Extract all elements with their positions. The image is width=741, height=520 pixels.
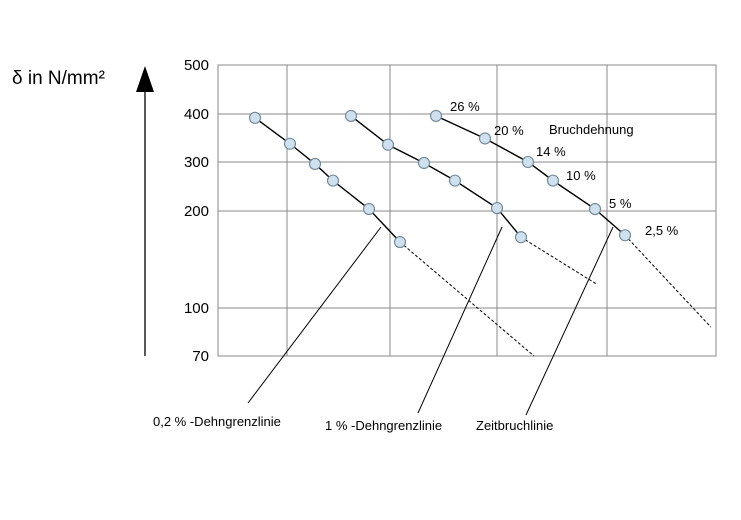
y-axis-arrowhead bbox=[136, 66, 154, 92]
data-point-0-4 bbox=[362, 202, 376, 216]
annotation-rupture: Zeitbruchlinie bbox=[476, 418, 553, 433]
annotation-leader-2 bbox=[525, 226, 614, 416]
series-lines bbox=[254, 115, 712, 357]
data-point-1-3 bbox=[448, 174, 462, 187]
rupture-strain-label-2: 14 % bbox=[536, 144, 566, 159]
data-point-2-2 bbox=[521, 155, 535, 169]
data-point-0-3 bbox=[326, 174, 340, 187]
y-tick-labels: 500 400 300 200 100 70 bbox=[184, 57, 209, 365]
y-axis-label: δ in N/mm² bbox=[12, 68, 105, 89]
y-tick-label-100: 100 bbox=[184, 300, 209, 317]
rupture-strain-label-1: 20 % bbox=[494, 123, 524, 138]
data-points bbox=[248, 109, 632, 249]
annotation-leader-1 bbox=[417, 226, 503, 414]
data-point-1-4 bbox=[490, 202, 504, 215]
data-point-2-1 bbox=[478, 132, 492, 145]
rupture-strain-label-4: 5 % bbox=[609, 196, 632, 211]
rupture-strain-labels: 26 % 20 % 14 %10 % 5 % 2,5 % bbox=[450, 99, 679, 238]
y-tick-label-200: 200 bbox=[184, 203, 209, 220]
series-extrapolation-1 bbox=[520, 236, 597, 285]
data-point-1-2 bbox=[417, 156, 431, 170]
annotation-leader-0 bbox=[247, 226, 382, 404]
rupture-strain-label-5: 2,5 % bbox=[645, 223, 679, 238]
series-extrapolation-0 bbox=[399, 241, 535, 357]
data-point-0-2 bbox=[308, 157, 322, 171]
annotation-leaders bbox=[247, 226, 614, 416]
data-point-1-1 bbox=[381, 138, 395, 151]
data-point-2-0 bbox=[429, 109, 443, 122]
rupture-strain-label-3: 10 % bbox=[566, 168, 596, 183]
y-tick-label-400: 400 bbox=[184, 106, 209, 123]
series-line-0 bbox=[254, 117, 401, 243]
series-line-1 bbox=[350, 115, 522, 238]
data-point-1-0 bbox=[344, 109, 358, 122]
rupture-strain-label-0: 26 % bbox=[450, 99, 480, 114]
series-extrapolation-2 bbox=[624, 234, 712, 328]
data-point-2-5 bbox=[618, 229, 632, 242]
data-point-0-0 bbox=[248, 111, 262, 124]
data-point-0-5 bbox=[393, 235, 407, 249]
annotation-0-2-percent: 0,2 % -Dehngrenzlinie bbox=[153, 414, 281, 429]
y-tick-label-70: 70 bbox=[192, 348, 209, 365]
y-tick-label-300: 300 bbox=[184, 154, 209, 171]
annotation-1-percent: 1 % -Dehngrenzlinie bbox=[325, 418, 442, 433]
data-point-2-4 bbox=[588, 202, 602, 216]
data-point-0-1 bbox=[283, 137, 297, 150]
data-point-1-5 bbox=[514, 231, 528, 244]
y-tick-label-500: 500 bbox=[184, 57, 209, 74]
series-line-2 bbox=[435, 115, 626, 236]
data-point-2-3 bbox=[546, 174, 560, 187]
grid bbox=[217, 64, 717, 357]
rupture-strain-title: Bruchdehnung bbox=[549, 122, 634, 137]
